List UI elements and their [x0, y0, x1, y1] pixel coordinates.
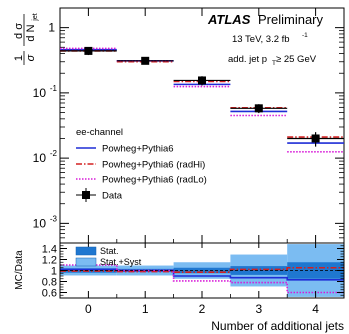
x-tick-label: 0	[85, 302, 92, 316]
data-point-marker	[254, 104, 263, 113]
top-y-tick-exponent: -3	[50, 214, 58, 223]
legend-label-radhi: Powheg+Pythia6 (radHi)	[102, 160, 205, 171]
ratio-x-ticks: 0 1 2 3 4	[85, 243, 319, 316]
ylabel-lead: 1	[13, 55, 25, 61]
jet-cut-subscript: T	[272, 60, 276, 67]
data-point-marker	[141, 56, 150, 65]
legend-swatch-data-marker	[82, 191, 90, 199]
ratio-y-tick-label: 1	[51, 266, 57, 278]
top-y-tick-label: 10	[33, 151, 47, 165]
top-x-ticks	[87, 8, 317, 243]
top-y-ticks: 10 -310 -210 -11	[33, 7, 344, 244]
data-point-marker	[84, 46, 93, 55]
ratio-band-stat	[230, 266, 288, 275]
top-y-tick-exponent: -1	[50, 84, 58, 93]
energy-superscript: -1	[302, 32, 308, 39]
ratio-series-radLo	[60, 264, 344, 294]
ratio-y-tick-label: 1.4	[42, 244, 57, 256]
jet-cut-threshold: ≥ 25 GeV	[276, 54, 317, 65]
x-tick-label: 3	[255, 302, 262, 316]
top-y-tick-exponent: -2	[50, 149, 58, 158]
top-y-tick-label: 10	[33, 216, 47, 230]
jet-cut-label: add. jet p	[228, 54, 267, 65]
energy-label: 13 TeV, 3.2 fb	[232, 34, 290, 45]
ratio-series-group	[60, 264, 344, 294]
preliminary-label: Preliminary	[258, 12, 324, 27]
x-tick-label: 2	[199, 302, 206, 316]
legend-label-stat-syst: Stat.+Syst	[100, 257, 142, 267]
x-tick-label: 1	[142, 302, 149, 316]
top-y-axis-label: 1 σ d σ d N jet	[13, 13, 39, 65]
top-y-tick-label: 10	[33, 86, 47, 100]
top-plot-frame	[59, 7, 345, 244]
ratio-y-tick-label: 0.6	[42, 288, 57, 300]
legend-swatch-stat-syst	[75, 257, 97, 267]
data-points-group	[60, 46, 344, 147]
legend-label-stat: Stat.	[100, 246, 119, 256]
legend-label-radlo: Powheg+Pythia6 (radLo)	[102, 175, 207, 186]
channel-label: ee-channel	[76, 127, 123, 138]
ratio-y-axis-label: MC/Data	[14, 250, 25, 290]
ratio-legend: Stat. Stat.+Syst	[75, 246, 142, 267]
legend-label-nominal: Powheg+Pythia6	[102, 144, 174, 155]
x-axis-label: Number of additional jets	[211, 319, 344, 333]
ylabel-sigma: σ	[25, 54, 37, 61]
legend-swatch-stat	[75, 246, 97, 256]
legend-label-data: Data	[102, 191, 123, 202]
data-point-marker	[311, 134, 320, 143]
ratio-series-nominal	[60, 268, 344, 281]
top-panel: 10 -310 -210 -11 1 σ d σ d N jet ATLAS Prel…	[13, 7, 345, 244]
top-y-tick-label: 1	[48, 21, 55, 35]
data-point-marker	[198, 76, 206, 85]
ylabel-denominator: d N	[25, 24, 37, 41]
ylabel-numerator: d σ	[13, 23, 25, 39]
ratio-y-tick-label: 0.8	[42, 277, 57, 289]
atlas-label: ATLAS	[207, 12, 251, 27]
ratio-y-ticks: 0.60.811.21.4	[42, 244, 344, 300]
ylabel-subscript: jet	[32, 13, 39, 21]
top-legend: ee-channel Powheg+Pythia6 Powheg+Pythia6…	[76, 127, 207, 202]
ratio-series-radHi	[60, 266, 344, 273]
ratio-y-tick-label: 1.2	[42, 255, 57, 267]
x-tick-label: 4	[312, 302, 319, 316]
